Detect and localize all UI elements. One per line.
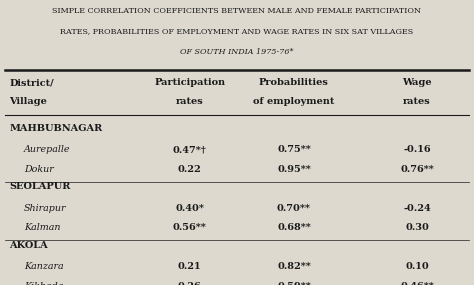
Text: 0.82**: 0.82** [277,262,311,271]
Text: Dokur: Dokur [24,165,54,174]
Text: 0.70**: 0.70** [277,204,311,213]
Text: Wage: Wage [402,78,432,87]
Text: Probabilities: Probabilities [259,78,329,87]
Text: Village: Village [9,97,47,107]
Text: SEOLAPUR: SEOLAPUR [9,182,71,192]
Text: Kalman: Kalman [24,223,60,232]
Text: of employment: of employment [253,97,335,107]
Text: -0.16: -0.16 [403,145,431,154]
Text: 0.46**: 0.46** [400,282,434,285]
Text: 0.95**: 0.95** [277,165,311,174]
Text: 0.30: 0.30 [405,223,429,232]
Text: 0.47*†: 0.47*† [173,145,207,154]
Text: 0.40*: 0.40* [175,204,204,213]
Text: 0.21: 0.21 [178,262,201,271]
Text: Kanzara: Kanzara [24,262,64,271]
Text: Participation: Participation [154,78,225,87]
Text: rates: rates [403,97,431,107]
Text: rates: rates [176,97,203,107]
Text: 0.56**: 0.56** [173,223,207,232]
Text: Shirapur: Shirapur [24,204,66,213]
Text: RATES, PROBABILITIES OF EMPLOYMENT AND WAGE RATES IN SIX SAT VILLAGES: RATES, PROBABILITIES OF EMPLOYMENT AND W… [60,28,414,36]
Text: AKOLA: AKOLA [9,241,48,250]
Text: Aurepalle: Aurepalle [24,145,70,154]
Text: -0.24: -0.24 [403,204,431,213]
Text: MAHBUBNAGAR: MAHBUBNAGAR [9,124,103,133]
Text: 0.68**: 0.68** [277,223,311,232]
Text: OF SOUTH INDIA 1975-76*: OF SOUTH INDIA 1975-76* [180,48,294,56]
Text: 0.26: 0.26 [178,282,201,285]
Text: 0.59**: 0.59** [277,282,311,285]
Text: District/: District/ [9,78,54,87]
Text: 0.75**: 0.75** [277,145,311,154]
Text: 0.10: 0.10 [405,262,429,271]
Text: Kikheda: Kikheda [24,282,63,285]
Text: 0.22: 0.22 [178,165,201,174]
Text: 0.76**: 0.76** [400,165,434,174]
Text: SIMPLE CORRELATION COEFFICIENTS BETWEEN MALE AND FEMALE PARTICIPATION: SIMPLE CORRELATION COEFFICIENTS BETWEEN … [53,7,421,15]
